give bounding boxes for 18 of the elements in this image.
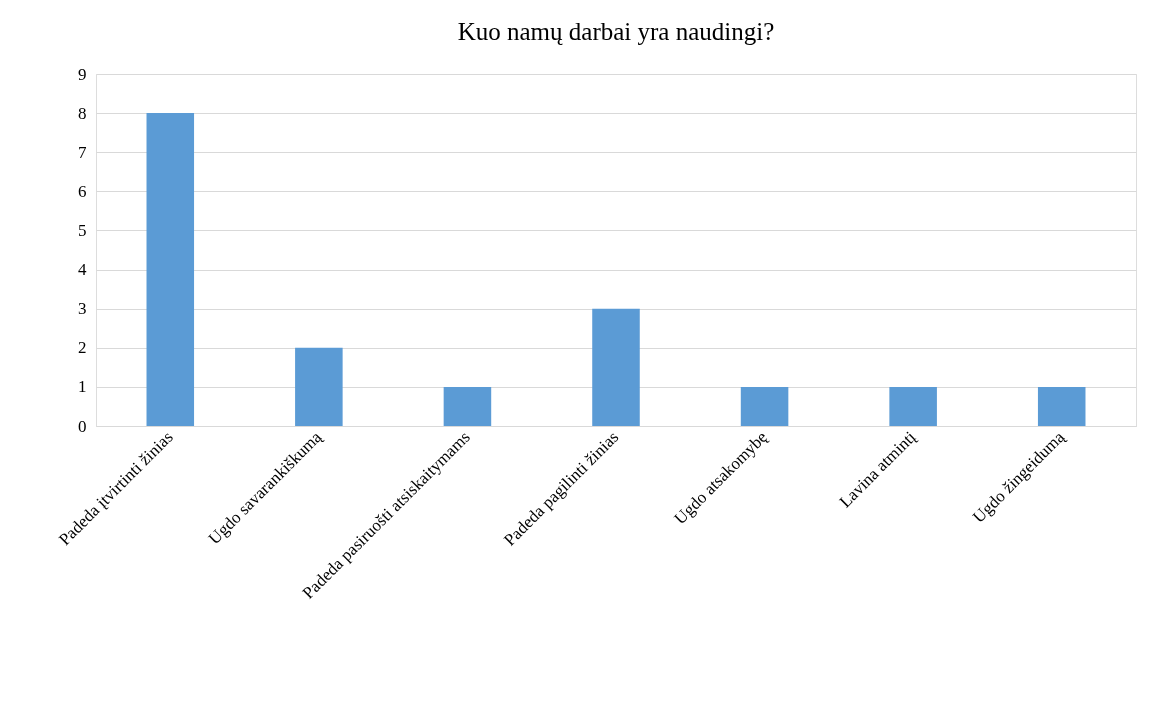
bar: [443, 386, 492, 426]
bar: [889, 386, 937, 426]
y-tick-label: 3: [78, 299, 87, 319]
bar: [146, 113, 195, 426]
y-tick-label: 6: [78, 181, 87, 201]
bar: [295, 347, 343, 426]
y-tick-label: 1: [78, 377, 87, 397]
bar: [592, 308, 640, 426]
bar: [1037, 386, 1086, 426]
y-tick-label: 2: [78, 338, 87, 358]
y-tick-label: 8: [78, 103, 87, 123]
y-tick-label: 0: [78, 416, 87, 436]
y-tick-label: 5: [78, 220, 87, 240]
y-tick-label: 9: [78, 64, 87, 84]
y-tick-label: 7: [78, 142, 87, 162]
bar: [740, 386, 789, 426]
y-tick-label: 4: [78, 260, 87, 280]
chart-title: Kuo namų darbai yra naudingi?: [457, 18, 775, 45]
